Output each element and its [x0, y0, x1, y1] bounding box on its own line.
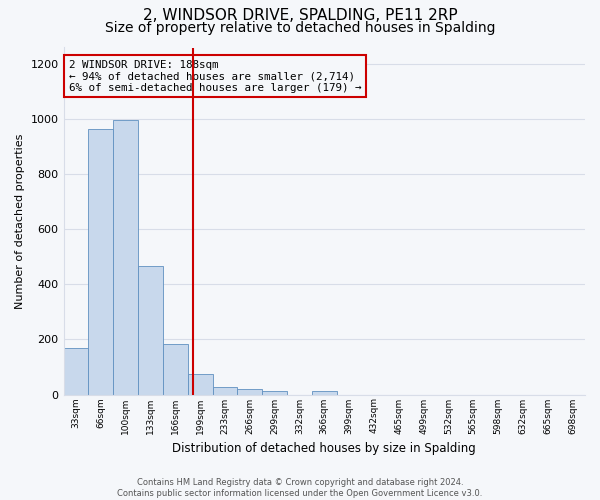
Bar: [212, 387, 238, 394]
Bar: [312, 391, 337, 394]
Bar: [163, 344, 188, 394]
X-axis label: Distribution of detached houses by size in Spalding: Distribution of detached houses by size …: [172, 442, 476, 455]
Bar: [113, 120, 138, 394]
Y-axis label: Number of detached properties: Number of detached properties: [15, 134, 25, 308]
Bar: [238, 389, 262, 394]
Bar: [138, 266, 163, 394]
Bar: [88, 128, 113, 394]
Bar: [188, 374, 212, 394]
Bar: [262, 391, 287, 394]
Text: Size of property relative to detached houses in Spalding: Size of property relative to detached ho…: [105, 21, 495, 35]
Bar: [64, 348, 88, 395]
Text: Contains HM Land Registry data © Crown copyright and database right 2024.
Contai: Contains HM Land Registry data © Crown c…: [118, 478, 482, 498]
Text: 2 WINDSOR DRIVE: 188sqm
← 94% of detached houses are smaller (2,714)
6% of semi-: 2 WINDSOR DRIVE: 188sqm ← 94% of detache…: [69, 60, 361, 93]
Text: 2, WINDSOR DRIVE, SPALDING, PE11 2RP: 2, WINDSOR DRIVE, SPALDING, PE11 2RP: [143, 8, 457, 22]
